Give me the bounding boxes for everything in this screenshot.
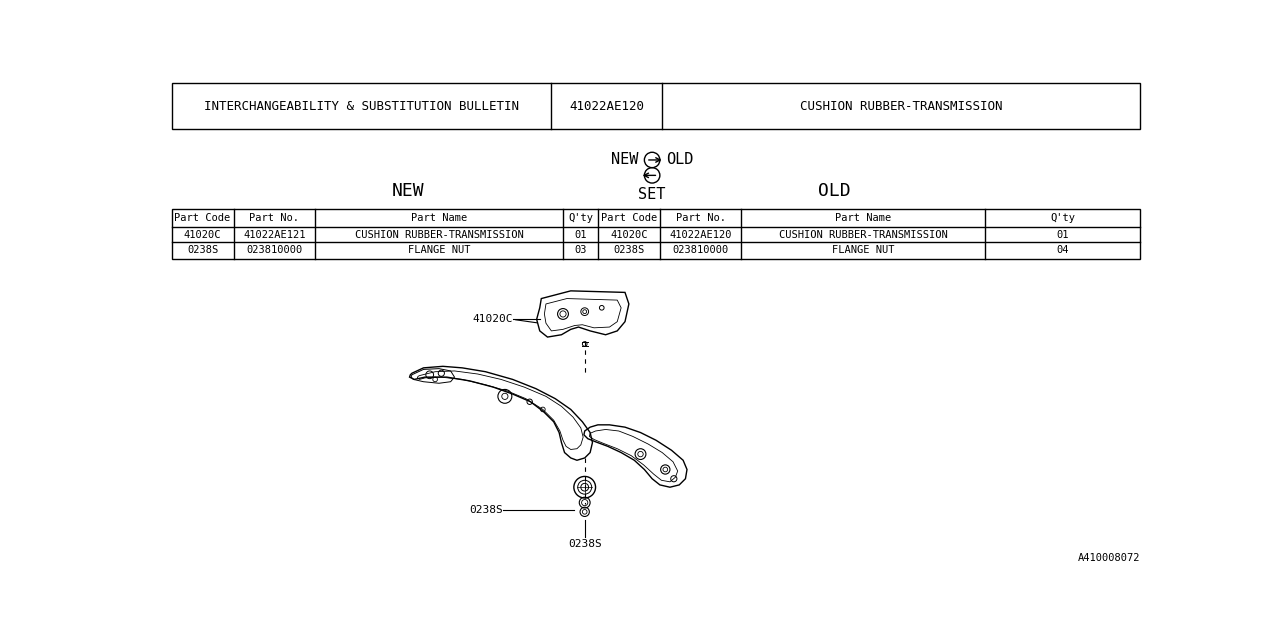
Text: 0238S: 0238S — [568, 539, 602, 549]
Text: CUSHION RUBBER-TRANSMISSION: CUSHION RUBBER-TRANSMISSION — [800, 100, 1002, 113]
Text: FLANGE NUT: FLANGE NUT — [832, 245, 895, 255]
Text: 03: 03 — [575, 245, 586, 255]
Text: 41020C: 41020C — [611, 230, 648, 239]
Text: INTERCHANGEABILITY & SUBSTITUTION BULLETIN: INTERCHANGEABILITY & SUBSTITUTION BULLET… — [204, 100, 518, 113]
Text: 0238S: 0238S — [187, 245, 219, 255]
Text: A410008072: A410008072 — [1078, 554, 1140, 563]
Text: 01: 01 — [575, 230, 586, 239]
Text: CUSHION RUBBER-TRANSMISSION: CUSHION RUBBER-TRANSMISSION — [355, 230, 524, 239]
Text: 023810000: 023810000 — [672, 245, 728, 255]
Text: 41022AE121: 41022AE121 — [243, 230, 306, 239]
Text: 41022AE120: 41022AE120 — [669, 230, 732, 239]
Text: Part Name: Part Name — [411, 213, 467, 223]
Text: NEW: NEW — [611, 152, 639, 168]
Text: NEW: NEW — [392, 182, 424, 200]
Text: 023810000: 023810000 — [246, 245, 302, 255]
Text: Part Code: Part Code — [174, 213, 230, 223]
Bar — [172, 209, 1140, 259]
Text: 41020C: 41020C — [472, 314, 513, 324]
Text: 0238S: 0238S — [613, 245, 645, 255]
Text: Part Name: Part Name — [835, 213, 891, 223]
Text: OLD: OLD — [666, 152, 694, 168]
Bar — [172, 83, 1140, 129]
Text: SET: SET — [639, 187, 666, 202]
Text: 41022AE120: 41022AE120 — [570, 100, 644, 113]
Text: 0238S: 0238S — [468, 506, 503, 515]
Text: 41020C: 41020C — [184, 230, 221, 239]
Text: OLD: OLD — [818, 182, 851, 200]
Text: Part No.: Part No. — [250, 213, 300, 223]
Text: Part No.: Part No. — [676, 213, 726, 223]
Text: FLANGE NUT: FLANGE NUT — [408, 245, 470, 255]
Text: Q'ty: Q'ty — [568, 213, 593, 223]
Text: Q'ty: Q'ty — [1051, 213, 1075, 223]
Text: CUSHION RUBBER-TRANSMISSION: CUSHION RUBBER-TRANSMISSION — [780, 230, 947, 239]
Text: Part Code: Part Code — [600, 213, 657, 223]
Text: 01: 01 — [1056, 230, 1069, 239]
Text: 04: 04 — [1056, 245, 1069, 255]
